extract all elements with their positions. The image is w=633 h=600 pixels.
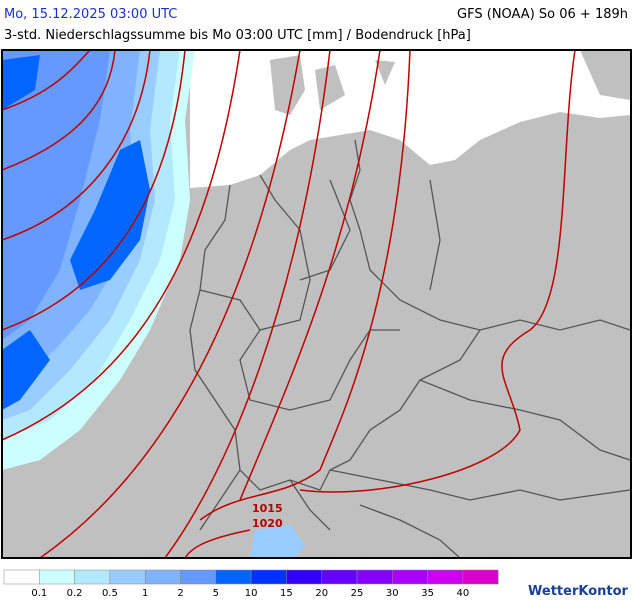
islands <box>270 50 630 115</box>
subtitle: 3-std. Niederschlagssumme bis Mo 03:00 U… <box>4 28 471 43</box>
map-frame <box>1 49 632 559</box>
legend-swatch <box>3 569 40 585</box>
legend-label: 0.5 <box>102 588 118 599</box>
legend-swatch <box>144 569 181 585</box>
legend-swatch <box>356 569 393 585</box>
legend-label: 20 <box>315 588 328 599</box>
legend-swatch <box>392 569 428 585</box>
legend-swatch <box>180 569 217 585</box>
isobar-label: 1020 <box>252 517 283 530</box>
legend-label: 35 <box>421 588 434 599</box>
legend-label: 10 <box>245 588 258 599</box>
legend-label: 0.1 <box>31 588 47 599</box>
precip-alps <box>250 525 305 558</box>
legend-swatch <box>427 569 464 585</box>
legend-swatch <box>74 569 111 585</box>
precip-2 <box>2 50 110 340</box>
legend-swatch <box>39 569 75 585</box>
legend-swatch <box>215 569 252 585</box>
legend-label: 25 <box>351 588 364 599</box>
legend-label: 30 <box>386 588 399 599</box>
isobar-label: 1015 <box>252 502 283 515</box>
legend-swatch <box>250 569 287 585</box>
legend-swatch <box>286 569 322 585</box>
model-run: GFS (NOAA) So 06 + 189h <box>457 7 628 22</box>
legend-label: 1 <box>142 588 148 599</box>
legend-label: 15 <box>280 588 293 599</box>
brand: WetterKontor <box>528 584 629 599</box>
precip-5 <box>2 55 150 410</box>
isobars <box>2 50 576 558</box>
map: 1015 1020 <box>1 49 632 559</box>
country-border <box>189 139 482 491</box>
legend-label: 2 <box>177 588 183 599</box>
legend-swatch <box>109 569 146 585</box>
legend-swatch <box>462 569 499 585</box>
legend: 0.1 0.2 0.5 1 2 5 10 15 20 25 30 35 40 <box>3 569 499 599</box>
legend-label: 5 <box>213 588 219 599</box>
legend-label: 40 <box>457 588 470 599</box>
legend-swatch <box>321 569 358 585</box>
title: Mo, 15.12.2025 03:00 UTC <box>4 7 177 22</box>
legend-label: 0.2 <box>67 588 83 599</box>
region-borders <box>199 174 631 558</box>
